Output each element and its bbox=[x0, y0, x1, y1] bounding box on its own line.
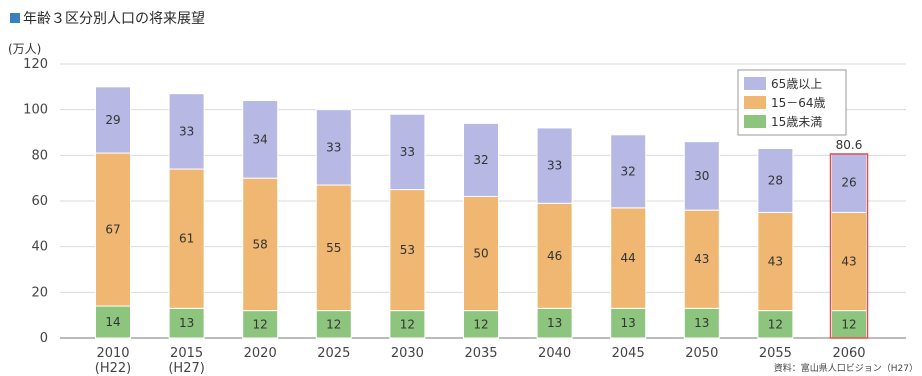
legend-label: 15歳未満 bbox=[771, 115, 822, 129]
bar-segment bbox=[831, 211, 867, 312]
bar-value-label: 55 bbox=[326, 241, 341, 255]
bar-segment bbox=[463, 122, 499, 197]
bar-segment bbox=[610, 307, 647, 339]
y-tick-label: 20 bbox=[31, 285, 48, 300]
legend-swatch bbox=[744, 77, 766, 90]
bar-segment bbox=[95, 152, 131, 307]
bar-value-label: 32 bbox=[473, 153, 488, 167]
y-tick-label: 0 bbox=[40, 331, 48, 346]
legend-swatch bbox=[744, 96, 766, 109]
x-tick-label: 2030 bbox=[391, 346, 424, 361]
x-tick-sublabel: (H22) bbox=[95, 361, 131, 376]
bar-value-label: 43 bbox=[768, 255, 783, 269]
x-tick-label: 2045 bbox=[612, 346, 645, 361]
bar-value-label: 34 bbox=[253, 132, 268, 146]
y-tick-label: 100 bbox=[23, 103, 48, 118]
bar-segment bbox=[315, 184, 352, 312]
x-tick-label: 2025 bbox=[317, 346, 350, 361]
y-tick-label: 120 bbox=[23, 57, 48, 72]
bar-segment bbox=[683, 209, 720, 309]
bar-segment bbox=[536, 202, 573, 309]
y-tick-label: 60 bbox=[31, 194, 48, 209]
bar-segment bbox=[95, 86, 131, 154]
legend-label: 65歳以上 bbox=[771, 77, 822, 91]
bar-value-label: 33 bbox=[326, 140, 341, 154]
bar-segment bbox=[610, 134, 647, 209]
bar-value-label: 13 bbox=[179, 316, 194, 330]
legend-swatch bbox=[744, 115, 766, 128]
bar-value-label: 12 bbox=[400, 317, 415, 331]
bar-segment bbox=[389, 113, 426, 191]
bar-value-label: 12 bbox=[768, 317, 783, 331]
bar-value-label: 58 bbox=[253, 237, 268, 251]
bar-segment bbox=[683, 141, 720, 211]
highlight-border bbox=[829, 153, 869, 339]
bar-value-label: 67 bbox=[105, 223, 120, 237]
bar-segment bbox=[757, 147, 794, 213]
bar-value-label: 33 bbox=[547, 159, 562, 173]
bar-segment bbox=[757, 211, 794, 312]
bar-segment bbox=[463, 310, 499, 339]
bar-value-label: 61 bbox=[179, 232, 194, 246]
bar-segment bbox=[242, 100, 279, 179]
bar-segment bbox=[168, 93, 205, 170]
bar-value-label: 30 bbox=[694, 169, 709, 183]
bar-total-label: 80.6 bbox=[836, 138, 863, 152]
x-tick-label: 2035 bbox=[464, 346, 497, 361]
bar-segment bbox=[463, 195, 499, 312]
bar-segment bbox=[168, 307, 205, 339]
bar-value-label: 43 bbox=[694, 252, 709, 266]
x-tick-label: 2055 bbox=[759, 346, 792, 361]
bar-segment bbox=[242, 310, 279, 339]
x-tick-label: 2050 bbox=[685, 346, 718, 361]
chart-title: 年齢３区分別人口の将来展望 bbox=[10, 8, 205, 28]
bar-segment bbox=[389, 189, 426, 312]
bar-segment bbox=[536, 127, 573, 204]
bar-segment bbox=[389, 310, 426, 339]
bar-value-label: 33 bbox=[400, 145, 415, 159]
bar-value-label: 43 bbox=[841, 255, 856, 269]
bar-value-label: 46 bbox=[547, 249, 562, 263]
x-tick-sublabel: (H27) bbox=[168, 361, 204, 376]
bar-value-label: 12 bbox=[326, 317, 341, 331]
y-tick-label: 40 bbox=[31, 240, 48, 255]
bar-value-label: 50 bbox=[473, 247, 488, 261]
bar-value-label: 14 bbox=[105, 315, 120, 329]
source-note: 資料：富山県人口ビジョン（H27） bbox=[773, 364, 918, 374]
x-tick-label: 2015 bbox=[170, 346, 203, 361]
chart-title-text: 年齢３区分別人口の将来展望 bbox=[23, 11, 205, 27]
bar-value-label: 33 bbox=[179, 124, 194, 138]
bar-segment bbox=[536, 307, 573, 339]
bar-value-label: 13 bbox=[621, 316, 636, 330]
x-tick-label: 2060 bbox=[832, 346, 865, 361]
y-axis-unit-label: (万人) bbox=[8, 42, 42, 56]
x-tick-label: 2020 bbox=[244, 346, 277, 361]
bar-value-label: 26 bbox=[841, 176, 856, 190]
x-tick-label: 2010 bbox=[96, 346, 129, 361]
bar-segment bbox=[315, 109, 352, 186]
bar-segment bbox=[168, 168, 205, 309]
x-tick-label: 2040 bbox=[538, 346, 571, 361]
bar-value-label: 28 bbox=[768, 173, 783, 187]
bar-value-label: 12 bbox=[841, 317, 856, 331]
bar-value-label: 13 bbox=[694, 316, 709, 330]
bar-segment bbox=[610, 207, 647, 309]
bar-segment bbox=[831, 310, 867, 339]
legend-label: 15－64歳 bbox=[771, 96, 826, 110]
title-marker-square bbox=[10, 13, 20, 23]
bar-value-label: 12 bbox=[473, 317, 488, 331]
bar-value-label: 29 bbox=[105, 113, 120, 127]
bar-value-label: 32 bbox=[621, 164, 636, 178]
y-tick-label: 80 bbox=[31, 148, 48, 163]
bar-segment bbox=[831, 152, 867, 213]
bar-value-label: 13 bbox=[547, 316, 562, 330]
bar-value-label: 44 bbox=[621, 251, 636, 265]
bar-segment bbox=[95, 305, 131, 339]
bar-value-label: 12 bbox=[253, 317, 268, 331]
bar-value-label: 53 bbox=[400, 243, 415, 257]
